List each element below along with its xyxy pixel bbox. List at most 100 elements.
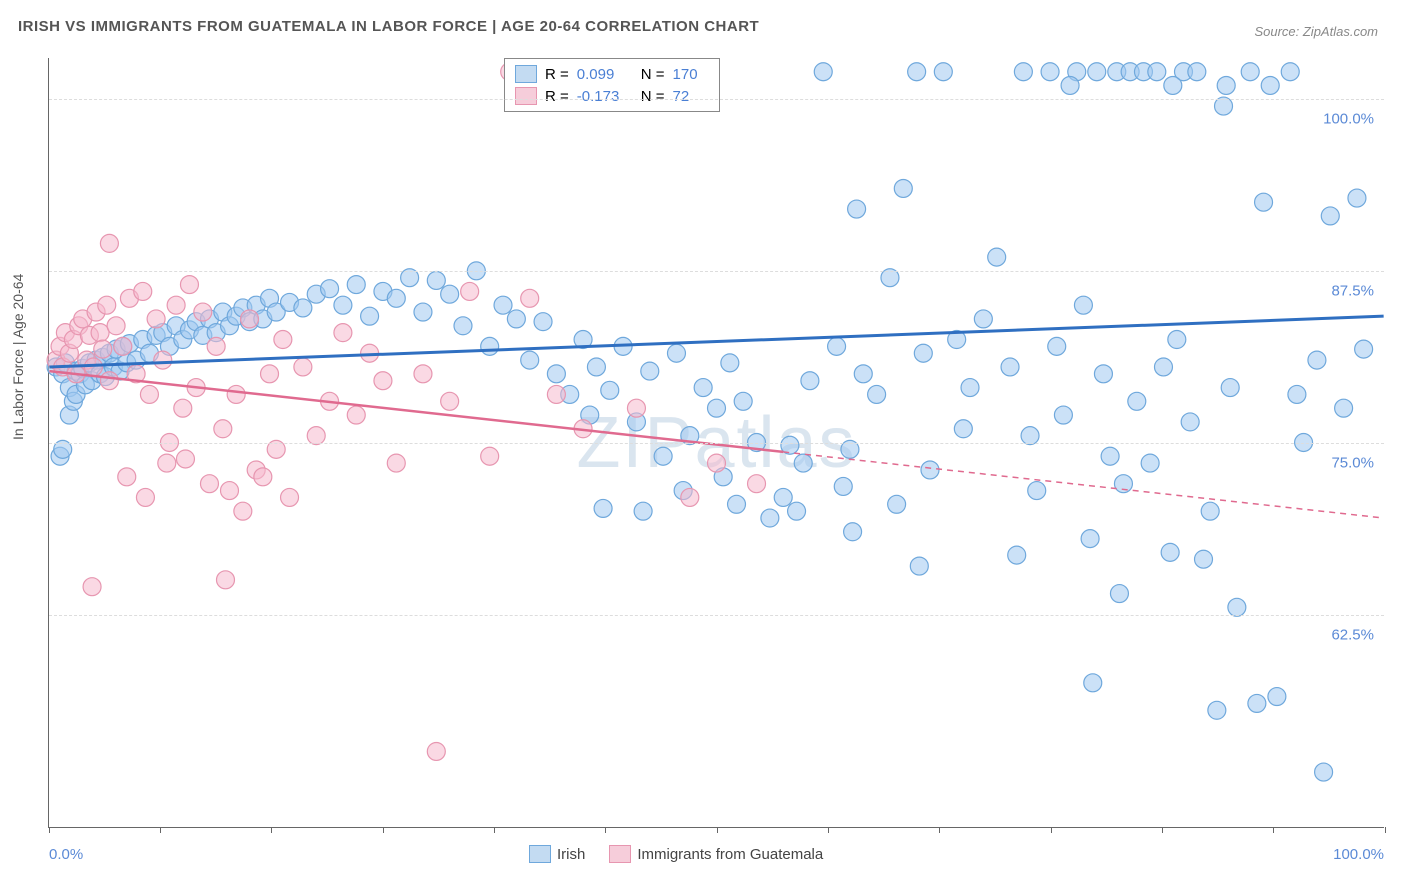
bottom-legend-irish: Irish <box>529 845 585 863</box>
y-axis-label: In Labor Force | Age 20-64 <box>10 274 26 440</box>
scatter-point <box>1255 193 1273 211</box>
legend-swatch-irish <box>515 65 537 83</box>
scatter-point <box>107 317 125 335</box>
scatter-point <box>1168 331 1186 349</box>
scatter-point <box>1181 413 1199 431</box>
r-value-guatemala: -0.173 <box>577 88 633 105</box>
x-tick <box>1273 827 1274 833</box>
trend-line <box>49 371 783 452</box>
gridline <box>49 615 1384 616</box>
scatter-point <box>136 488 154 506</box>
scatter-point <box>347 406 365 424</box>
scatter-point <box>547 365 565 383</box>
scatter-point <box>334 296 352 314</box>
scatter-point <box>1148 63 1166 81</box>
scatter-point <box>587 358 605 376</box>
y-tick-label: 75.0% <box>1331 455 1374 472</box>
scatter-point <box>1188 63 1206 81</box>
scatter-point <box>1088 63 1106 81</box>
scatter-point <box>334 324 352 342</box>
gridline <box>49 443 1384 444</box>
scatter-point <box>1241 63 1259 81</box>
scatter-point <box>154 351 172 369</box>
scatter-point <box>1261 76 1279 94</box>
scatter-point <box>118 468 136 486</box>
scatter-point <box>1164 76 1182 94</box>
scatter-point <box>654 447 672 465</box>
scatter-point <box>521 289 539 307</box>
chart-title: IRISH VS IMMIGRANTS FROM GUATEMALA IN LA… <box>18 18 759 35</box>
scatter-point <box>844 523 862 541</box>
scatter-point <box>234 502 252 520</box>
scatter-point <box>914 344 932 362</box>
x-tick <box>383 827 384 833</box>
scatter-point <box>1001 358 1019 376</box>
scatter-point <box>1061 76 1079 94</box>
scatter-point <box>180 276 198 294</box>
bottom-legend: Irish Immigrants from Guatemala <box>529 845 823 863</box>
scatter-point <box>207 337 225 355</box>
scatter-point <box>694 379 712 397</box>
scatter-point <box>1048 337 1066 355</box>
scatter-point <box>214 420 232 438</box>
scatter-point <box>848 200 866 218</box>
scatter-point <box>1208 701 1226 719</box>
scatter-point <box>1008 546 1026 564</box>
scatter-point <box>1028 482 1046 500</box>
x-tick <box>1051 827 1052 833</box>
trend-line-dashed <box>783 452 1383 518</box>
x-tick <box>605 827 606 833</box>
scatter-point <box>814 63 832 81</box>
scatter-point <box>221 482 239 500</box>
legend-row-guatemala: R = -0.173 N = 72 <box>515 85 709 107</box>
scatter-point <box>1014 63 1032 81</box>
scatter-point <box>1074 296 1092 314</box>
scatter-point <box>94 340 112 358</box>
scatter-point <box>1141 454 1159 472</box>
scatter-point <box>681 488 699 506</box>
x-tick <box>828 827 829 833</box>
scatter-point <box>641 362 659 380</box>
scatter-point <box>481 447 499 465</box>
y-tick-label: 62.5% <box>1331 626 1374 643</box>
scatter-point <box>721 354 739 372</box>
scatter-point <box>521 351 539 369</box>
scatter-point <box>1288 385 1306 403</box>
scatter-point <box>176 450 194 468</box>
legend-label: Irish <box>557 846 585 863</box>
legend-swatch-icon <box>529 845 551 863</box>
scatter-point <box>200 475 218 493</box>
scatter-point <box>961 379 979 397</box>
n-label: N = <box>641 88 665 105</box>
r-label: R = <box>545 66 569 83</box>
scatter-point <box>974 310 992 328</box>
scatter-point <box>83 578 101 596</box>
scatter-point <box>241 310 259 328</box>
scatter-point <box>114 337 132 355</box>
scatter-point <box>98 296 116 314</box>
scatter-point <box>954 420 972 438</box>
scatter-point <box>1221 379 1239 397</box>
x-tick <box>717 827 718 833</box>
scatter-point <box>921 461 939 479</box>
scatter-point <box>708 454 726 472</box>
gridline <box>49 271 1384 272</box>
scatter-point <box>507 310 525 328</box>
scatter-point <box>774 488 792 506</box>
scatter-point <box>534 313 552 331</box>
scatter-point <box>1084 674 1102 692</box>
scatter-point <box>174 399 192 417</box>
scatter-point <box>1268 688 1286 706</box>
scatter-point <box>728 495 746 513</box>
scatter-point <box>1195 550 1213 568</box>
x-tick <box>939 827 940 833</box>
scatter-point <box>1281 63 1299 81</box>
scatter-point <box>414 365 432 383</box>
scatter-point <box>1315 763 1333 781</box>
scatter-point <box>294 299 312 317</box>
scatter-point <box>1081 530 1099 548</box>
x-axis-min-label: 0.0% <box>49 846 83 863</box>
scatter-point <box>761 509 779 527</box>
scatter-point <box>481 337 499 355</box>
scatter-point <box>100 234 118 252</box>
